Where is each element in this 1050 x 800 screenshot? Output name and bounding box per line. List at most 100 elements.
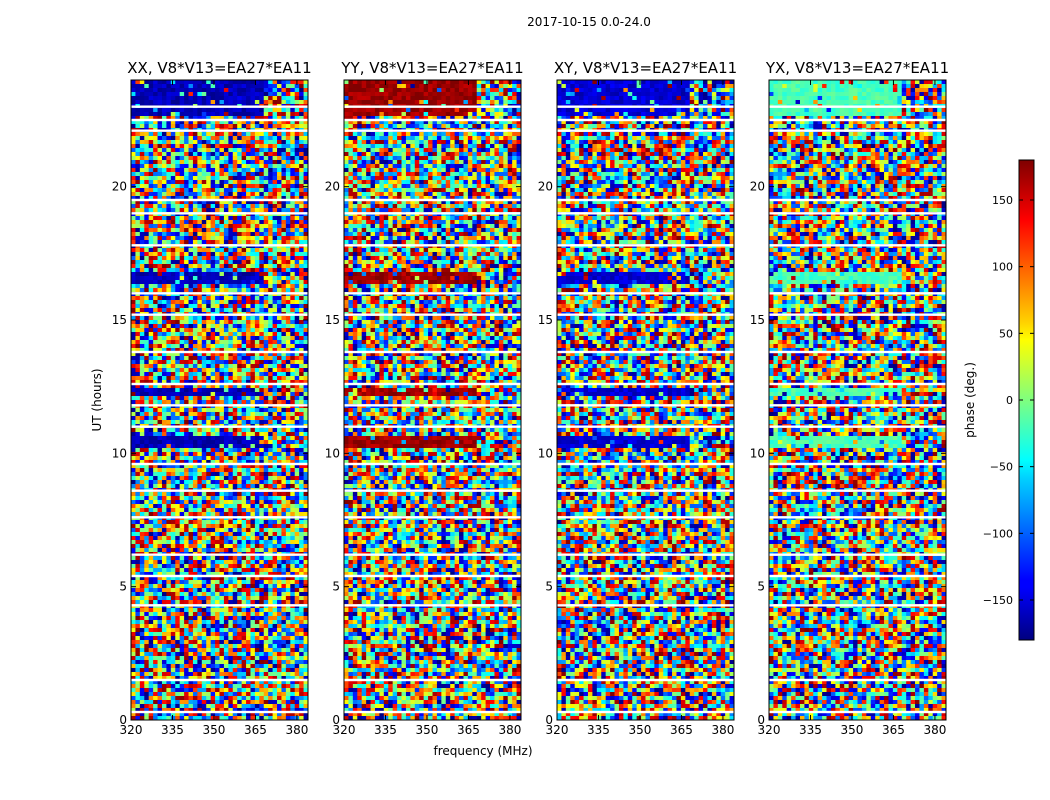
data-gap bbox=[769, 212, 946, 215]
data-gap bbox=[344, 404, 521, 407]
data-gap bbox=[344, 553, 521, 556]
data-gap bbox=[344, 382, 521, 386]
data-gap bbox=[344, 678, 521, 682]
data-gap bbox=[131, 604, 308, 607]
data-gap bbox=[557, 516, 734, 519]
y-tick-label: 5 bbox=[757, 580, 765, 594]
y-tick-label: 0 bbox=[757, 713, 765, 727]
colorbar-ticks: 150 100 50 0 −50 −100 −150 bbox=[983, 194, 1034, 607]
data-gap bbox=[769, 425, 946, 428]
data-gap bbox=[557, 462, 734, 466]
x-tick-label: 365 bbox=[244, 723, 267, 737]
data-gap bbox=[769, 462, 946, 466]
y-tick-label: 0 bbox=[119, 713, 127, 727]
data-gap bbox=[769, 129, 946, 132]
data-gap bbox=[131, 462, 308, 466]
y-tick-label: 10 bbox=[325, 446, 340, 460]
panel-title: YX, V8*V13=EA27*EA11 bbox=[765, 59, 949, 77]
panel-title: XY, V8*V13=EA27*EA11 bbox=[554, 59, 737, 77]
data-gap bbox=[131, 118, 308, 122]
panel-2: YY, V8*V13=EA27*EA11 320 335 350 365 380 0 5 10 1… bbox=[325, 59, 524, 737]
data-gap bbox=[557, 574, 734, 578]
x-tick-label: 335 bbox=[799, 723, 822, 737]
panel-frame bbox=[343, 79, 522, 721]
data-gap bbox=[557, 382, 734, 386]
data-gap bbox=[557, 244, 734, 247]
data-gap bbox=[769, 292, 946, 295]
colorbar-tick-label: 100 bbox=[992, 261, 1013, 274]
panel-frame bbox=[130, 79, 309, 721]
x-axis-label: frequency (MHz) bbox=[433, 744, 532, 758]
data-gap bbox=[769, 489, 946, 492]
data-gap bbox=[557, 604, 734, 607]
data-gap bbox=[344, 313, 521, 316]
y-tick-label: 10 bbox=[750, 446, 765, 460]
data-gap bbox=[131, 516, 308, 519]
colorbar-tick-label: −50 bbox=[990, 461, 1013, 474]
data-gap bbox=[769, 244, 946, 247]
y-tick-label: 0 bbox=[545, 713, 553, 727]
data-gap bbox=[131, 198, 308, 202]
x-tick-label: 380 bbox=[711, 723, 734, 737]
y-tick-label: 0 bbox=[332, 713, 340, 727]
data-gap bbox=[557, 129, 734, 132]
data-gap bbox=[131, 129, 308, 132]
data-gap bbox=[344, 516, 521, 519]
data-gap bbox=[344, 292, 521, 295]
data-gap bbox=[344, 489, 521, 492]
data-gap bbox=[557, 404, 734, 407]
figure-title: 2017-10-15 0.0-24.0 bbox=[527, 15, 651, 29]
data-gap bbox=[769, 118, 946, 122]
data-gap bbox=[131, 350, 308, 354]
data-gap bbox=[769, 350, 946, 354]
y-tick-label: 20 bbox=[750, 180, 765, 194]
y-tick-label: 10 bbox=[112, 446, 127, 460]
y-tick-label: 15 bbox=[112, 313, 127, 327]
data-gap bbox=[769, 678, 946, 682]
data-gap bbox=[557, 198, 734, 202]
data-gap bbox=[344, 604, 521, 607]
y-tick-label: 5 bbox=[545, 580, 553, 594]
heatmap-cells bbox=[131, 80, 308, 720]
panels: XX, V8*V13=EA27*EA11 320 335 350 365 380 0 5 10 1… bbox=[112, 59, 949, 737]
data-gap bbox=[344, 350, 521, 354]
data-gap bbox=[769, 313, 946, 316]
panel-title: YY, V8*V13=EA27*EA11 bbox=[340, 59, 523, 77]
colorbar-tick-label: 0 bbox=[1006, 394, 1013, 407]
data-gap bbox=[557, 292, 734, 295]
data-gap bbox=[557, 118, 734, 122]
data-gap bbox=[131, 425, 308, 428]
data-gap bbox=[344, 118, 521, 122]
data-gap bbox=[131, 292, 308, 295]
panel-frame bbox=[768, 79, 947, 721]
x-tick-label: 365 bbox=[670, 723, 693, 737]
x-tick-label: 365 bbox=[882, 723, 905, 737]
y-tick-label: 5 bbox=[119, 580, 127, 594]
x-tick-label: 320 bbox=[546, 723, 569, 737]
colorbar: 150 100 50 0 −50 −100 −150 phase (deg.) bbox=[963, 159, 1035, 641]
data-gap bbox=[131, 489, 308, 492]
panel-3: XY, V8*V13=EA27*EA11 320 335 350 365 380 0 5 10 1… bbox=[538, 59, 737, 737]
data-gap bbox=[557, 105, 734, 108]
x-tick-label: 335 bbox=[161, 723, 184, 737]
colorbar-tick-label: 150 bbox=[992, 194, 1013, 207]
y-tick-label: 20 bbox=[112, 180, 127, 194]
data-gap bbox=[131, 710, 308, 714]
data-gap bbox=[131, 313, 308, 316]
data-gap bbox=[344, 425, 521, 428]
y-tick-label: 10 bbox=[538, 446, 553, 460]
y-axis-label: UT (hours) bbox=[90, 368, 104, 431]
data-gap bbox=[344, 198, 521, 202]
data-gap bbox=[131, 212, 308, 215]
y-tick-label: 15 bbox=[538, 313, 553, 327]
data-gap bbox=[769, 105, 946, 108]
data-gap bbox=[769, 516, 946, 519]
data-gap bbox=[131, 574, 308, 578]
x-tick-label: 380 bbox=[285, 723, 308, 737]
data-gap bbox=[769, 404, 946, 407]
data-gap bbox=[557, 710, 734, 714]
data-gap bbox=[131, 105, 308, 108]
x-tick-label: 320 bbox=[120, 723, 143, 737]
data-gap bbox=[557, 425, 734, 428]
